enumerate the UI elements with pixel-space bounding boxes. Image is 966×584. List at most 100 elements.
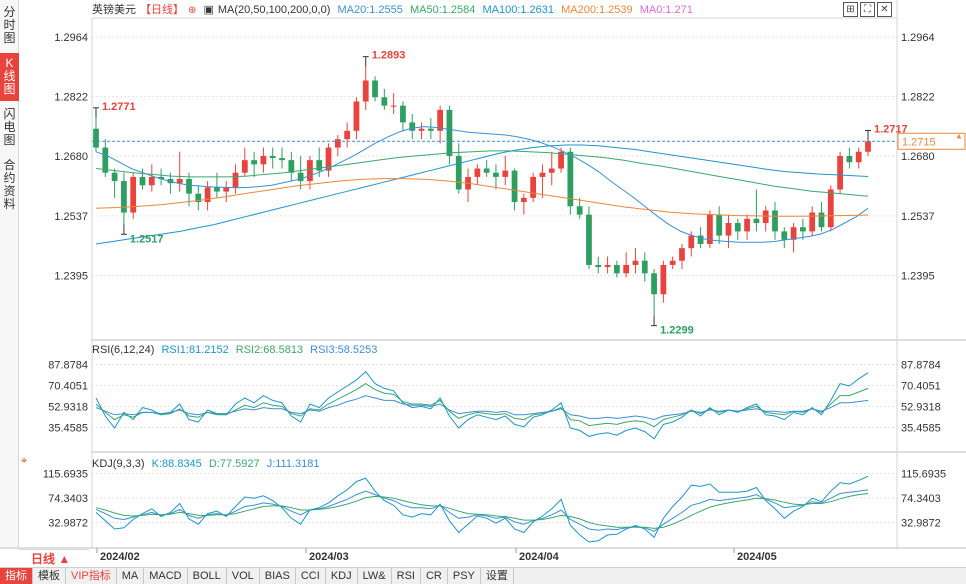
candle-body: [353, 101, 360, 131]
candle-body: [790, 227, 797, 240]
toolbar-item-11[interactable]: RSI: [392, 568, 421, 584]
caret-up-icon: ▲: [58, 552, 71, 566]
tab-contract-info-label: 合约资料: [3, 158, 16, 211]
candle-body: [232, 172, 239, 188]
candle-body: [586, 214, 592, 265]
candle-body: [483, 168, 490, 173]
candle-body: [409, 122, 416, 131]
candle-body: [223, 187, 230, 192]
settings-icon[interactable]: ⊕: [188, 5, 197, 16]
candle-body: [800, 227, 806, 232]
toolbar-item-13[interactable]: PSY: [448, 568, 481, 584]
candle-body: [734, 223, 741, 232]
toolbar-item-2[interactable]: VIP指标: [66, 568, 117, 584]
rsi1-value: RSI1:81.2152: [161, 344, 229, 356]
toolbar-item-1[interactable]: 模板: [33, 568, 66, 584]
candle-body: [307, 160, 313, 182]
ma100-value: MA100:1.2631: [482, 4, 555, 16]
toolbar-item-7[interactable]: BIAS: [260, 568, 296, 584]
candle-body: [632, 260, 639, 265]
toolbar-item-5[interactable]: BOLL: [188, 568, 227, 584]
rsi-tick-right: 70.4051: [901, 381, 941, 393]
candle-body: [176, 179, 183, 184]
candle-body: [427, 128, 434, 131]
rsi-tick-right: 87.8784: [901, 360, 941, 372]
tab-contract-info[interactable]: 合约资料: [0, 155, 19, 215]
tab-kline-label: K线图: [3, 56, 16, 96]
rsi-tick-right: 52.9318: [901, 401, 941, 413]
kdj-tick-right: 74.3403: [901, 493, 941, 505]
toolbar-item-14[interactable]: 设置: [481, 568, 514, 584]
ma50-value: MA50:1.2584: [409, 4, 476, 16]
candle-body: [251, 160, 258, 165]
candle-body: [520, 197, 527, 203]
candle-body: [558, 151, 564, 169]
candle-body: [344, 130, 351, 140]
candle-body: [865, 141, 871, 152]
tab-flash-chart[interactable]: 闪电图: [0, 104, 19, 152]
candle-body: [437, 109, 444, 131]
fullscreen-icon[interactable]: ⛶: [860, 2, 875, 17]
close-icon[interactable]: ✕: [877, 2, 892, 17]
toolbar-item-0[interactable]: 指标: [0, 568, 33, 584]
tab-time-sharing[interactable]: 分时图: [0, 2, 19, 50]
candle-body: [186, 179, 192, 194]
candle-body: [604, 264, 611, 268]
kdj-tick-right: 32.9872: [901, 517, 941, 529]
period-selector[interactable]: 日线 ▲: [19, 549, 89, 567]
candle-body: [855, 151, 862, 163]
kdj-k-line: [95, 489, 869, 532]
candle-body: [772, 210, 778, 232]
candle-body: [753, 218, 760, 224]
candle-body: [539, 172, 546, 177]
rsi-title: RSI(6,12,24): [92, 344, 155, 356]
candle-body: [809, 212, 816, 232]
side-tab-bar: 分时图 K线图 闪电图 合约资料: [0, 0, 19, 548]
candle-body: [641, 260, 648, 274]
candle-body: [93, 128, 99, 148]
candle-body: [102, 147, 109, 173]
toolbar-item-4[interactable]: MACD: [144, 568, 188, 584]
rsi-tick-left: 70.4051: [48, 381, 88, 393]
price-tick-right: 1.2964: [901, 32, 935, 44]
crosshair-icon[interactable]: ⌖: [21, 455, 28, 467]
candle-body: [651, 273, 657, 295]
kdj-tick-left: 74.3403: [48, 493, 88, 505]
rsi-tick-left: 35.4585: [48, 422, 88, 434]
candle-body: [455, 155, 462, 190]
candle-body: [334, 139, 341, 148]
time-axis-label: 2024/02: [100, 551, 140, 563]
candle-body: [241, 160, 248, 173]
candle-body: [158, 176, 164, 179]
toolbar-item-3[interactable]: MA: [117, 568, 145, 584]
toolbar-item-9[interactable]: KDJ: [326, 568, 358, 584]
kdj-j-value: J:111.3181: [266, 458, 320, 470]
annotation-low_1: 1.2517: [130, 233, 164, 245]
candle-body: [818, 212, 825, 228]
period-selector-label: 日线: [31, 552, 56, 566]
candle-body: [130, 176, 137, 213]
tab-time-sharing-label: 分时图: [3, 5, 16, 45]
candle-body: [418, 128, 425, 131]
candle-body: [381, 97, 388, 106]
expand-icon[interactable]: ⊞: [843, 2, 858, 17]
candle-body: [372, 80, 378, 98]
rsi-rsi1-line: [95, 370, 869, 440]
period-label: 【日线】: [140, 4, 184, 16]
candle-body: [762, 210, 769, 224]
ma-params: MA(20,50,100,200,0,0): [217, 4, 331, 16]
tab-kline[interactable]: K线图: [0, 53, 19, 101]
price-tick-right: 1.2822: [901, 91, 935, 103]
candle-body: [269, 155, 276, 159]
kdj-d-value: D:77.5927: [208, 458, 260, 470]
candle-body: [660, 264, 667, 295]
toolbar-item-10[interactable]: LW&: [358, 568, 392, 584]
toolbar-item-12[interactable]: CR: [421, 568, 448, 584]
time-axis-label: 2024/05: [737, 551, 777, 563]
toolbar-item-6[interactable]: VOL: [227, 568, 260, 584]
kdj-tick-left: 32.9872: [48, 517, 88, 529]
ma20-line: [95, 126, 869, 243]
rsi-tick-right: 35.4585: [901, 422, 941, 434]
toolbar-item-8[interactable]: CCI: [296, 568, 326, 584]
